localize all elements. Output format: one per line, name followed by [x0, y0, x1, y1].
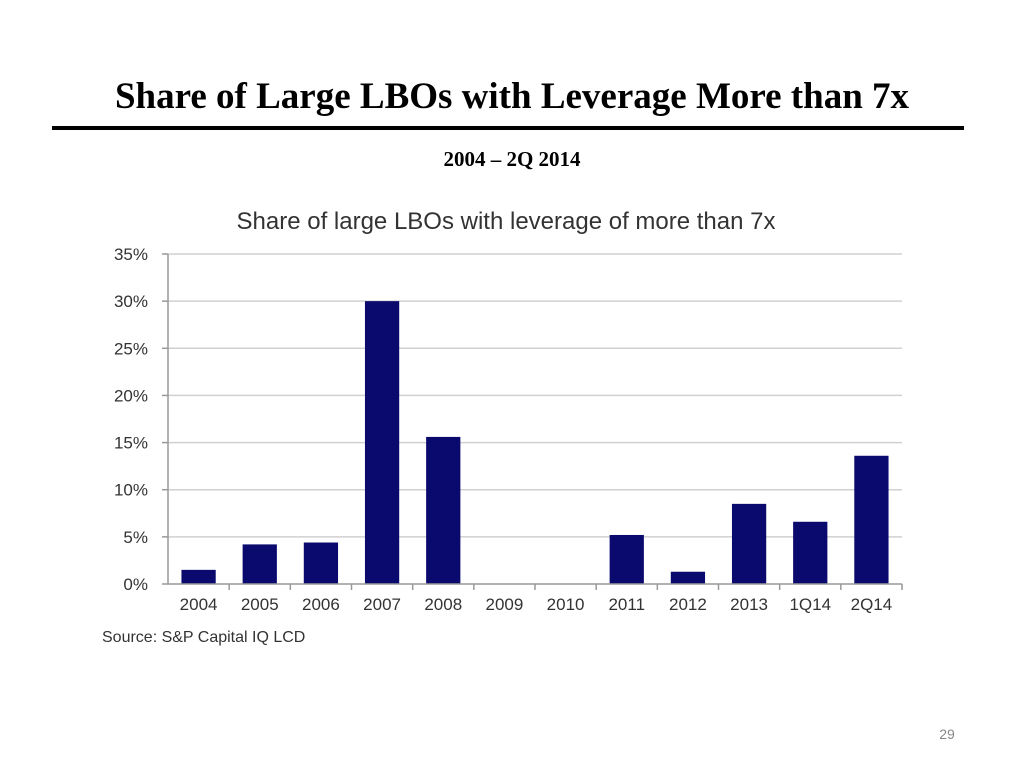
gridlines [168, 253, 902, 538]
y-tick-label: 35% [114, 245, 148, 264]
bar-2007 [364, 301, 400, 584]
x-tick-label: 2010 [547, 595, 585, 614]
title-divider [52, 126, 964, 130]
x-tick-label: 2005 [241, 595, 279, 614]
bar-2004 [181, 569, 216, 584]
x-tick-label: 2011 [608, 595, 645, 614]
bar-2011 [609, 534, 644, 584]
y-tick-label: 10% [114, 481, 148, 500]
bar-2Q14 [854, 455, 889, 584]
bar-2006 [303, 542, 339, 584]
y-tick-label: 20% [114, 386, 148, 405]
x-tick-label: 2012 [669, 595, 707, 614]
x-tick-label: 1Q14 [789, 595, 831, 614]
y-tick-label: 25% [114, 339, 148, 358]
y-tick-label: 5% [123, 528, 148, 547]
x-tick-label: 2007 [363, 595, 401, 614]
bar-2005 [242, 544, 277, 584]
x-axis-labels: 2004 2005 2006 2007 2008 2009 2010 2011 2012 2013… [180, 595, 893, 614]
x-tick-label: 2Q14 [851, 595, 893, 614]
bar-2012 [670, 571, 706, 584]
bar-2008 [426, 436, 461, 584]
chart-title: Share of large LBOs with leverage of mor… [237, 208, 776, 235]
page-number: 29 [939, 726, 955, 742]
chart-source: Source: S&P Capital IQ LCD [102, 629, 305, 646]
y-tick-label: 15% [114, 434, 148, 453]
x-tick-label: 2006 [302, 595, 340, 614]
slide-title: Share of Large LBOs with Leverage More t… [114, 76, 910, 117]
x-tick-label: 2004 [180, 595, 218, 614]
bar-1Q14 [793, 521, 828, 584]
slide-subtitle: 2004 – 2Q 2014 [443, 147, 581, 171]
y-axis-labels: 0% 5% 10% 15% 20% 25% 30% 35% [114, 245, 148, 594]
bars [181, 301, 889, 584]
bar-2013 [731, 503, 767, 584]
axes [162, 253, 903, 590]
x-tick-label: 2008 [424, 595, 462, 614]
y-tick-label: 0% [123, 575, 148, 594]
x-tick-label: 2013 [730, 595, 768, 614]
x-tick-label: 2009 [486, 595, 524, 614]
y-tick-label: 30% [114, 292, 148, 311]
